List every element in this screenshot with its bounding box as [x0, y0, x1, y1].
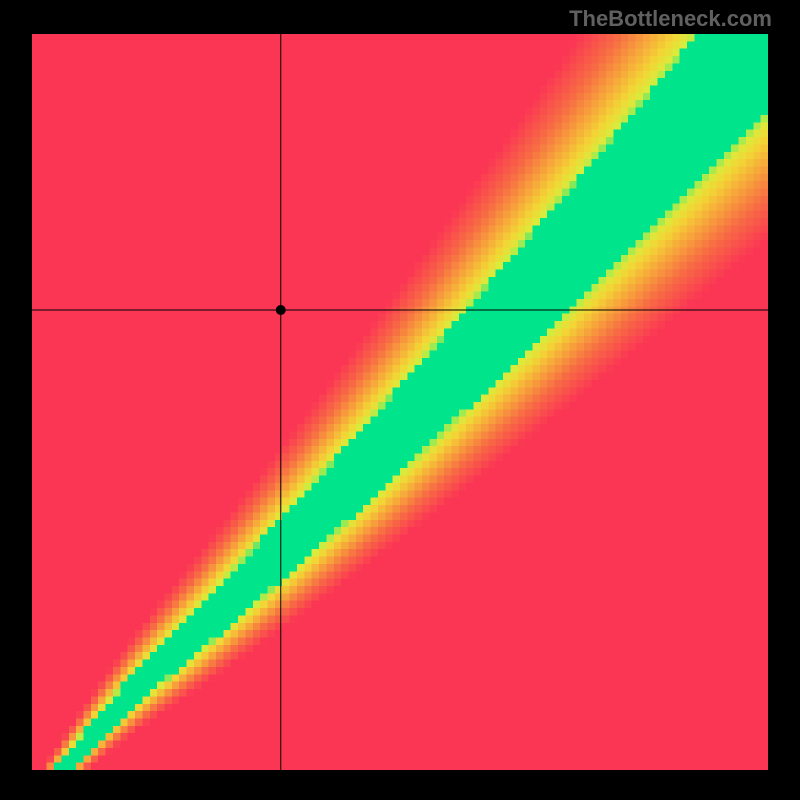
chart-container: TheBottleneck.com	[0, 0, 800, 800]
watermark-text: TheBottleneck.com	[569, 6, 772, 32]
bottleneck-heatmap	[32, 34, 768, 770]
